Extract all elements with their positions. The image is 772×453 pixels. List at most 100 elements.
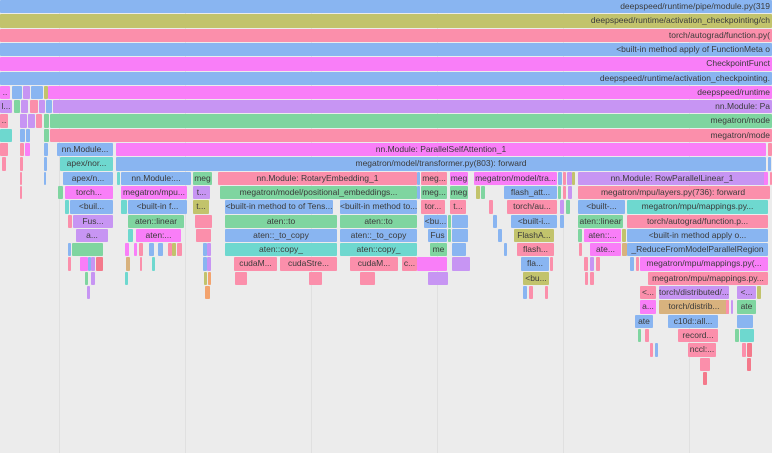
flame-frame[interactable]: torch/distributed/...	[659, 286, 729, 300]
flame-frame[interactable]: nn.Module...	[57, 143, 113, 157]
flame-frame-sliver[interactable]	[91, 271, 95, 286]
flame-frame-sliver[interactable]	[768, 157, 771, 171]
flame-frame-sliver[interactable]	[735, 328, 739, 343]
flame-frame[interactable]: a...	[76, 228, 108, 243]
flame-frame-sliver[interactable]	[20, 128, 25, 143]
flame-frame-sliver[interactable]	[448, 228, 451, 243]
flame-frame[interactable]: meg	[450, 171, 468, 185]
flame-frame-sliver[interactable]	[630, 257, 634, 271]
flame-frame-sliver[interactable]	[0, 128, 12, 143]
flame-frame[interactable]: <built-in method apply o...	[627, 228, 768, 243]
flame-frame[interactable]: CheckpointFunct	[0, 57, 772, 71]
flame-frame[interactable]: nn.Module: RotaryEmbedding_1	[218, 171, 417, 185]
flame-frame-sliver[interactable]	[14, 100, 20, 114]
flame-frame-sliver[interactable]	[134, 243, 137, 257]
flame-frame-sliver[interactable]	[91, 257, 95, 271]
flame-frame[interactable]: t...	[450, 200, 466, 214]
flame-frame[interactable]: nccl:...	[688, 343, 716, 357]
flame-frame[interactable]: ..	[0, 114, 8, 128]
flame-frame-sliver[interactable]	[207, 257, 211, 271]
flame-frame[interactable]: aten::copy_	[225, 243, 337, 257]
flame-frame-sliver[interactable]	[309, 271, 322, 286]
flame-frame-sliver[interactable]	[68, 214, 72, 228]
flame-frame[interactable]: cudaM...	[350, 257, 398, 271]
flame-frame-sliver[interactable]	[757, 286, 761, 300]
flame-frame-sliver[interactable]	[768, 143, 772, 157]
flame-frame[interactable]: megatron/mpu/mappings.py...	[648, 271, 768, 286]
flame-frame-sliver[interactable]	[72, 243, 103, 257]
flame-frame-sliver[interactable]	[65, 200, 69, 214]
flame-frame-sliver[interactable]	[20, 185, 22, 200]
flame-frame-sliver[interactable]	[452, 243, 466, 257]
flame-frame-sliver[interactable]	[742, 343, 746, 357]
flame-frame-sliver[interactable]	[731, 300, 733, 314]
flame-frame-sliver[interactable]	[44, 114, 49, 128]
flame-frame-sliver[interactable]	[20, 157, 23, 171]
flame-frame[interactable]: megatron/mpu/mappings.py...	[627, 200, 768, 214]
flame-frame[interactable]: aten::linear	[578, 214, 623, 228]
flame-frame[interactable]: l...	[0, 100, 12, 114]
flame-frame[interactable]: nn.Module: RowParallelLinear_1	[578, 171, 766, 185]
flame-frame-sliver[interactable]	[44, 171, 46, 185]
flame-frame[interactable]: <built-in method to...	[340, 200, 417, 214]
flame-frame-sliver[interactable]	[636, 257, 639, 271]
flame-frame-sliver[interactable]	[590, 257, 594, 271]
flame-frame-sliver[interactable]	[622, 243, 627, 257]
flame-frame[interactable]: nn.Module: Pa	[53, 100, 772, 114]
flame-frame-sliver[interactable]	[235, 271, 247, 286]
flame-frame-sliver[interactable]	[168, 243, 172, 257]
flame-frame-sliver[interactable]	[545, 286, 548, 300]
flame-frame-sliver[interactable]	[764, 171, 768, 185]
flame-frame-sliver[interactable]	[585, 271, 588, 286]
flame-frame-sliver[interactable]	[737, 314, 753, 328]
flame-frame-sliver[interactable]	[28, 114, 35, 128]
flame-frame-sliver[interactable]	[747, 357, 751, 371]
flame-frame-sliver[interactable]	[88, 257, 91, 271]
flame-frame-sliver[interactable]	[417, 257, 447, 271]
flame-frame[interactable]: me	[430, 243, 447, 257]
flame-frame-sliver[interactable]	[452, 257, 470, 271]
flame-frame-sliver[interactable]	[208, 271, 211, 286]
flame-frame-sliver[interactable]	[550, 257, 553, 271]
flame-frame[interactable]: <...	[640, 286, 656, 300]
flame-frame[interactable]: fla...	[521, 257, 549, 271]
flame-frame-sliver[interactable]	[158, 243, 163, 257]
flame-frame-sliver[interactable]	[58, 185, 63, 200]
flame-frame-sliver[interactable]	[149, 243, 154, 257]
flame-frame-sliver[interactable]	[568, 185, 572, 200]
flame-frame[interactable]: deepspeed/runtime/activation_checkpointi…	[0, 71, 772, 85]
flame-frame-sliver[interactable]	[20, 171, 22, 185]
flame-frame-sliver[interactable]	[196, 228, 211, 243]
flame-frame[interactable]: aten::...	[584, 228, 621, 243]
flame-frame[interactable]: megatron/model/transformer.py(803): forw…	[116, 157, 766, 171]
flame-frame-sliver[interactable]	[68, 243, 71, 257]
flame-frame-sliver[interactable]	[584, 257, 588, 271]
flame-frame-sliver[interactable]	[700, 357, 710, 371]
flame-frame[interactable]: torch...	[65, 185, 113, 200]
flame-frame[interactable]: <bu...	[424, 214, 447, 228]
flame-frame[interactable]: apex/n...	[63, 171, 113, 185]
flame-frame[interactable]: aten::_to_copy	[225, 228, 337, 243]
flame-frame[interactable]: aten::to	[340, 214, 417, 228]
flame-frame-sliver[interactable]	[417, 185, 420, 200]
flame-frame-sliver[interactable]	[25, 143, 30, 157]
flame-frame[interactable]: ate	[737, 300, 756, 314]
flame-frame[interactable]: c...	[402, 257, 417, 271]
flame-frame-sliver[interactable]	[558, 185, 561, 200]
flame-frame-sliver[interactable]	[195, 214, 212, 228]
flame-frame-sliver[interactable]	[638, 328, 641, 343]
flame-frame-sliver[interactable]	[125, 271, 128, 286]
flame-frame-sliver[interactable]	[567, 171, 572, 185]
flame-frame-sliver[interactable]	[747, 343, 752, 357]
flame-frame[interactable]: ..	[0, 85, 10, 100]
flame-frame[interactable]: meg...	[421, 171, 447, 185]
flame-frame-sliver[interactable]	[23, 85, 30, 100]
flame-frame-sliver[interactable]	[177, 243, 182, 257]
flame-frame[interactable]: <buil...	[70, 200, 113, 214]
flame-frame-sliver[interactable]	[504, 243, 507, 257]
flame-frame[interactable]: megatron/mpu/mappings.py(...	[640, 257, 768, 271]
flame-frame-sliver[interactable]	[498, 228, 502, 243]
flame-frame-sliver[interactable]	[39, 100, 45, 114]
flame-frame-sliver[interactable]	[572, 171, 575, 185]
flame-frame-sliver[interactable]	[152, 257, 155, 271]
